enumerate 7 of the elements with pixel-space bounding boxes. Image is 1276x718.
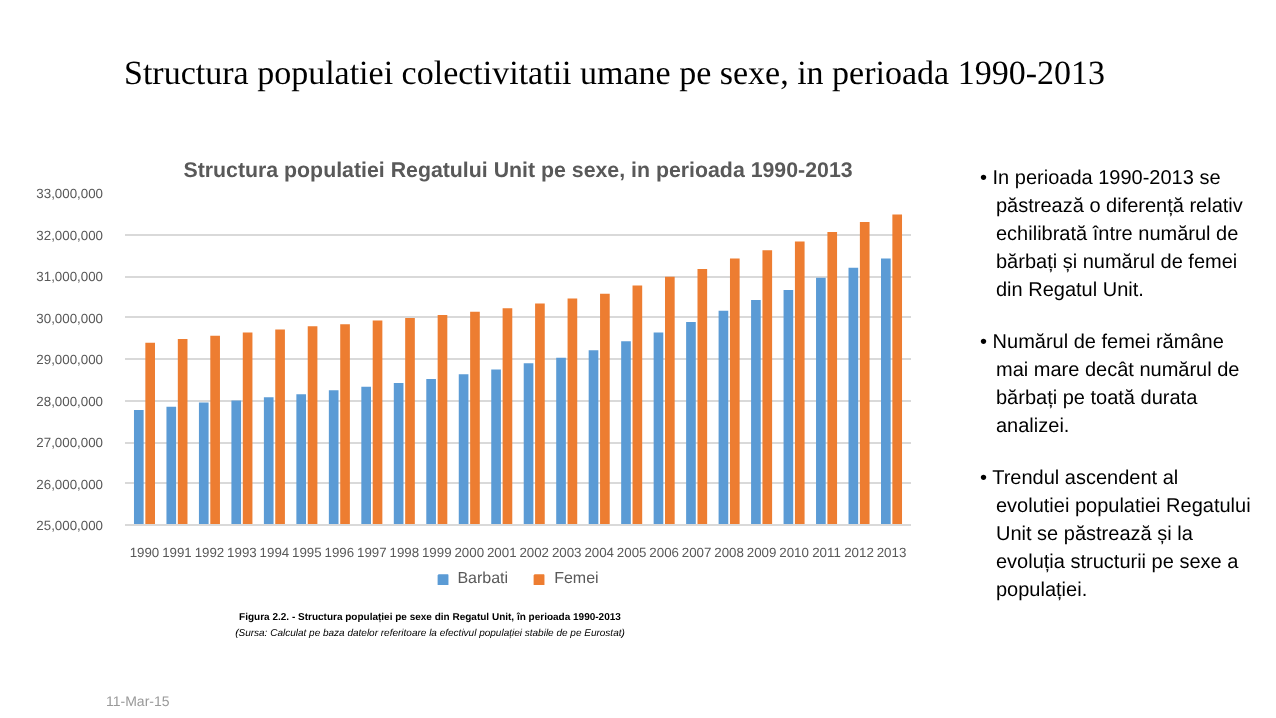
chart-title: Structura populatiei colectivitatii umane pe sexe, in perioada 1990-2013 <box>122 52 1105 96</box>
text: • In perioada 1990-2013 se păstrează o diferență relativ echilibrată între numărul de bărbați și numărul de femei din Regatul Unit. <box>980 166 1245 306</box>
text: • Numărul de femei rămâne mai mare decât numărul de bărbați pe toată durata analizei. <box>980 330 1242 442</box>
chart-subtitle: Structura populatiei Regatului Unit pe sexe, in perioada 1990-2013 <box>183 159 853 183</box>
legend-label: Femei <box>554 569 599 587</box>
text: • Trendul ascendent al evolutiei populatiei Regatului Unit se păstrează și la evoluția structurii pe sexe a populației. <box>980 466 1253 606</box>
legend-label: Barbati <box>457 569 509 587</box>
